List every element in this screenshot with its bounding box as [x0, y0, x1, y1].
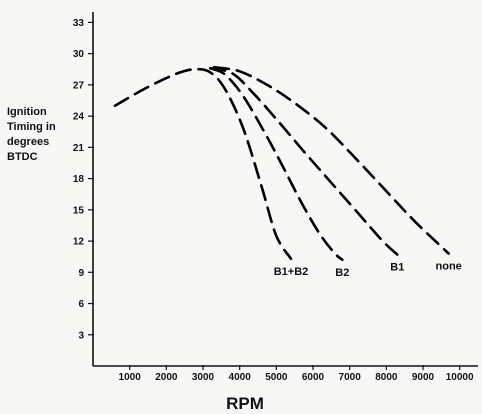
y-axis-title-line-4: BTDC [7, 151, 38, 163]
x-tick-label: 1000 [119, 372, 142, 383]
y-tick-label: 33 [73, 18, 85, 29]
series-labels: B1+B2 B2 B1 none [274, 261, 462, 279]
y-tick-label: 21 [73, 143, 85, 154]
x-tick-label: 8000 [375, 372, 398, 383]
series-line-b1-b2 [113, 67, 293, 261]
series-label-b1-b2: B1+B2 [274, 266, 309, 278]
x-tick-label: 3000 [192, 372, 215, 383]
y-tick-label: 6 [78, 299, 84, 310]
y-tick-label: 30 [73, 49, 85, 60]
x-tick-label: 2000 [155, 372, 178, 383]
y-axis-title-line-3: degrees [7, 136, 50, 148]
x-tick-label: 5000 [265, 372, 288, 383]
series-line-b1 [209, 66, 399, 256]
x-tick-label: 7000 [339, 372, 362, 383]
series-label-b2: B2 [335, 267, 349, 279]
series-label-b1: B1 [390, 262, 404, 274]
series-line-b2 [209, 66, 344, 262]
x-tick-label: 10000 [446, 372, 474, 383]
axes [92, 12, 478, 367]
y-tick-label: 9 [78, 268, 84, 279]
series-line-none [212, 65, 450, 255]
y-tick-label: 27 [73, 80, 85, 91]
y-tick-label: 24 [73, 112, 85, 123]
x-axis-title: RPM [226, 394, 264, 413]
y-axis-title-line-1: Ignition [7, 106, 47, 118]
x-tick-label: 4000 [229, 372, 252, 383]
x-tick-label: 9000 [412, 372, 435, 383]
x-tick-label: 6000 [302, 372, 325, 383]
y-axis-title: Ignition Timing in degrees BTDC [7, 105, 89, 165]
y-tick-label: 3 [78, 330, 84, 341]
y-tick-label: 18 [73, 174, 85, 185]
series-label-none: none [436, 261, 462, 273]
series-lines [113, 65, 450, 262]
y-tick-label: 15 [73, 205, 85, 216]
y-tick-label: 12 [73, 237, 85, 248]
y-axis-title-line-2: Timing in [7, 121, 56, 133]
axis-ticks: 3 6 9 12 15 18 21 24 27 30 33 1000 2000 3000 4000 5000 6… [73, 18, 474, 383]
